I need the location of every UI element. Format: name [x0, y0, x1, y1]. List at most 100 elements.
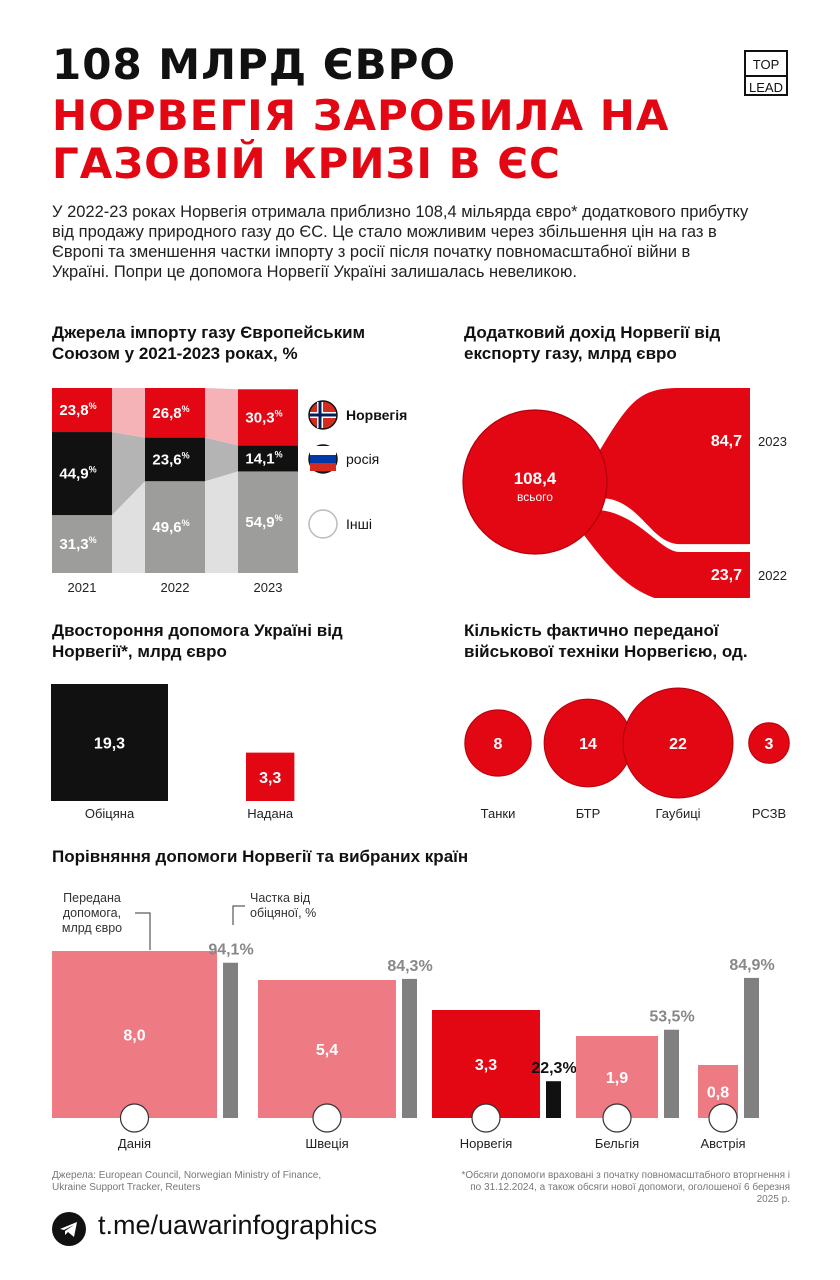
delivered-value: 1,9	[606, 1070, 628, 1087]
flow-2022-value: 23,7	[711, 567, 742, 584]
aid-chart: 19,3 Обіцяна 3,3 Надана	[51, 684, 295, 821]
comparison-chart: 8,0 94,1% Данія 5,4 84,3% Швеція 3,3 22,3% Норве…	[52, 891, 775, 1151]
share-value: 22,3%	[531, 1060, 576, 1077]
revenue-chart: 108,4 всього 84,7 2023 23,7 2022	[462, 388, 787, 598]
equipment-bubble	[544, 699, 632, 787]
share-value: 53,5%	[649, 1009, 694, 1026]
flag-icon	[119, 1103, 150, 1133]
equipment-value: 3	[765, 736, 774, 753]
chart1-title: Джерела імпорту газу Європейським Союзом…	[52, 323, 366, 363]
russia-flag-white	[310, 446, 336, 455]
share-bar	[402, 978, 417, 1118]
delivered-value: 5,4	[316, 1042, 338, 1059]
logo-top: TOP	[752, 57, 780, 72]
chart4-title: Кількість фактично переданої військової …	[464, 621, 748, 661]
legend-share-connector	[232, 905, 245, 925]
others-circle-icon	[308, 509, 338, 539]
country-label: Бельгія	[595, 1136, 639, 1151]
equipment-chart: 8 Танки 14 БТР 22 Гаубиці 3 РСЗВ	[464, 687, 790, 821]
year-label: 2023	[254, 580, 283, 595]
share-bar	[664, 1029, 679, 1118]
aid-value: 19,3	[94, 736, 125, 753]
legend-label: Норвегія	[346, 407, 407, 423]
segment-label: 54,9%	[245, 513, 282, 531]
legend-delivered-line1: Передана	[63, 891, 121, 905]
connector-band	[205, 388, 238, 446]
stack-segment	[52, 432, 112, 516]
flag-icon	[708, 1103, 738, 1133]
legend-delivered-line3: млрд євро	[62, 921, 122, 935]
flow-2022	[580, 510, 750, 598]
stack-segment	[238, 389, 298, 446]
legend-delivered-connector	[135, 912, 151, 950]
legend-label: росія	[346, 451, 379, 467]
country-label: Данія	[118, 1136, 151, 1151]
stack-segment	[238, 445, 298, 472]
delivered-value: 0,8	[707, 1085, 729, 1102]
segment-label: 23,6%	[152, 450, 189, 468]
year-label: 2021	[68, 580, 97, 595]
equipment-bubble-outline	[464, 709, 532, 777]
delivered-bar	[52, 951, 217, 1118]
legend-share-line1: Частка від	[250, 891, 311, 905]
russia-flag-red	[310, 463, 336, 471]
intro-text: У 2022-23 роках Норвегія отримала прибли…	[52, 203, 749, 281]
segment-label: 44,9%	[59, 465, 96, 483]
equipment-bubble-outline	[622, 687, 734, 799]
delivered-bar	[258, 980, 396, 1118]
equipment-bubble	[464, 709, 532, 777]
equipment-value: 22	[669, 736, 687, 753]
aid-square	[246, 752, 295, 801]
stack-segment	[52, 388, 112, 433]
stack-segment	[52, 515, 112, 573]
equipment-category: Танки	[481, 806, 516, 821]
stack-segment	[145, 388, 205, 438]
flag-icon	[312, 1103, 342, 1133]
flow-2022-year: 2022	[758, 568, 787, 583]
segment-label: 30,3%	[245, 408, 282, 426]
legend-share-line2: обіцяної, %	[250, 906, 316, 920]
connector-band	[112, 481, 145, 573]
share-value: 84,9%	[729, 957, 774, 974]
delivered-bar	[432, 1010, 540, 1118]
delivered-value: 8,0	[123, 1028, 145, 1045]
connector-band	[205, 471, 238, 573]
country-label: Швеція	[305, 1136, 348, 1151]
total-circle-outline	[462, 409, 608, 555]
segment-label: 23,8%	[59, 401, 96, 419]
sources-note: Джерела: European Council, Norwegian Min…	[52, 1170, 322, 1193]
gas-import-chart: 31,3% 44,9% 23,8% 2021 49,6% 23,6% 26,8% 2022 54…	[52, 388, 407, 595]
equipment-category: Гаубиці	[655, 806, 700, 821]
connector-band	[205, 437, 238, 482]
toplead-logo: TOP LEAD	[744, 50, 788, 96]
stack-segment	[145, 437, 205, 482]
chart3-title: Двостороння допомога Україні від Норвегі…	[52, 621, 343, 661]
share-value: 84,3%	[387, 958, 432, 975]
country-label: Австрія	[700, 1136, 745, 1151]
total-circle	[463, 410, 607, 554]
share-bar	[223, 962, 238, 1118]
flag-icon	[471, 1103, 501, 1133]
telegram-icon[interactable]	[52, 1212, 86, 1246]
total-value: 108,4	[514, 469, 557, 488]
equipment-bubble-outline	[748, 722, 790, 764]
share-bar	[744, 977, 759, 1118]
equipment-bubble	[748, 722, 790, 764]
flow-2023-year: 2023	[758, 434, 787, 449]
headline-main: НОРВЕГІЯ ЗАРОБИЛА НА ГАЗОВІЙ КРИЗІ В ЄС	[52, 91, 670, 188]
delivered-value: 3,3	[475, 1057, 497, 1074]
logo-bottom: LEAD	[746, 75, 786, 96]
share-value: 94,1%	[208, 942, 253, 959]
flow-2023	[600, 388, 750, 545]
aid-category: Обіцяна	[85, 806, 135, 821]
legend-delivered-line2: допомога,	[63, 906, 121, 920]
stack-segment	[238, 471, 298, 573]
stack-segment	[145, 481, 205, 573]
flow-2023-value: 84,7	[711, 433, 742, 450]
aid-square	[51, 684, 168, 801]
segment-label: 49,6%	[152, 518, 189, 536]
share-bar	[546, 1081, 561, 1118]
equipment-category: РСЗВ	[752, 806, 786, 821]
total-caption: всього	[517, 490, 553, 504]
telegram-link[interactable]: t.me/uawarinfographics	[98, 1210, 378, 1240]
